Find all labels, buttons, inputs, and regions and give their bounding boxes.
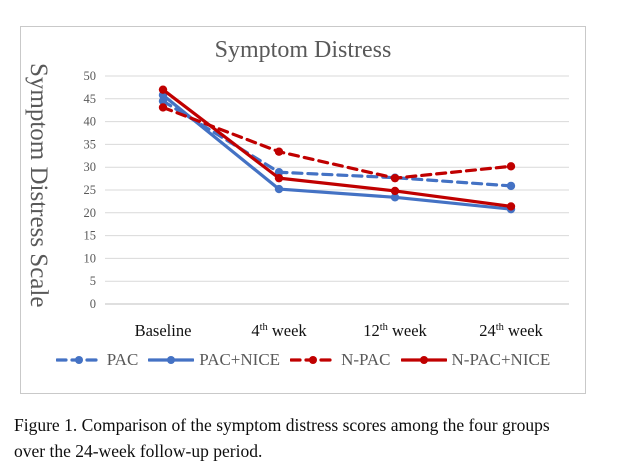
chart-legend: PAC PAC+NICE N-PAC N-PAC+NICE [21,350,585,370]
data-point-PAC+NICE-12th week [390,193,400,202]
legend-item-N-PAC: N-PAC [290,350,391,370]
legend-line-sample-dashed-icon [55,356,102,364]
series-line-PAC [161,99,513,188]
legend-item-PAC+NICE: PAC+NICE [148,350,280,370]
y-tick-label-0: 0 [90,297,96,311]
data-point-N-PAC+NICE-Baseline [158,85,168,94]
legend-line-sample-solid-icon [400,356,447,364]
legend-label: N-PAC [341,350,391,369]
figure-caption: Figure 1. Comparison of the symptom dist… [14,415,550,462]
y-tick-label-40: 40 [84,115,97,129]
chart-title: Symptom Distress [214,37,392,63]
y-tick-label-5: 5 [90,274,96,288]
series-line-N-PAC [161,105,513,180]
y-tick-label-10: 10 [84,251,97,265]
legend-line-sample-solid-icon [148,356,195,364]
y-tick-label-35: 35 [84,137,97,151]
legend-label: PAC [106,350,139,369]
legend-item-PAC: PAC [55,350,139,370]
y-tick-label-30: 30 [84,160,97,174]
data-point-PAC-4th week [274,168,284,177]
data-point-PAC+NICE-4th week [274,184,284,194]
series-line-N-PAC+NICE [161,88,513,209]
data-point-N-PAC+NICE-4th week [274,173,284,183]
data-point-PAC-24th week [506,181,516,191]
y-tick-label-50: 50 [84,69,97,83]
y-tick-label-45: 45 [84,92,97,106]
x-category-label-4: 24th week [479,321,543,340]
data-point-PAC-Baseline [158,96,168,106]
data-point-N-PAC+NICE-12th week [390,186,400,196]
line-chart-plot-area: 0 5 10 15 20 25 30 35 40 45 50 Baseline 4th week 12th… [84,69,569,340]
data-point-N-PAC-4th week [274,147,284,156]
y-tick-label-25: 25 [84,183,97,197]
data-point-N-PAC-12th week [390,173,400,183]
series-line-PAC+NICE [161,93,513,211]
y-axis-title: Symptom Distress Scale [25,63,52,308]
data-point-N-PAC-24th week [506,162,516,171]
legend-item-N-PAC+NICE: N-PAC+NICE [400,350,551,370]
x-category-label-2: 4th week [251,321,307,340]
data-point-N-PAC-Baseline [158,103,168,112]
y-tick-label-15: 15 [84,229,97,243]
legend-label: PAC+NICE [199,350,281,369]
legend-label: N-PAC+NICE [451,350,551,369]
chart-frame: Symptom Distress Symptom Distress Scale … [20,26,586,394]
x-category-label-1: Baseline [135,321,192,340]
data-point-N-PAC+NICE-24th week [506,202,516,211]
y-tick-label-20: 20 [84,206,97,220]
x-category-label-3: 12th week [363,321,427,340]
legend-line-sample-dashed-icon [290,356,337,364]
